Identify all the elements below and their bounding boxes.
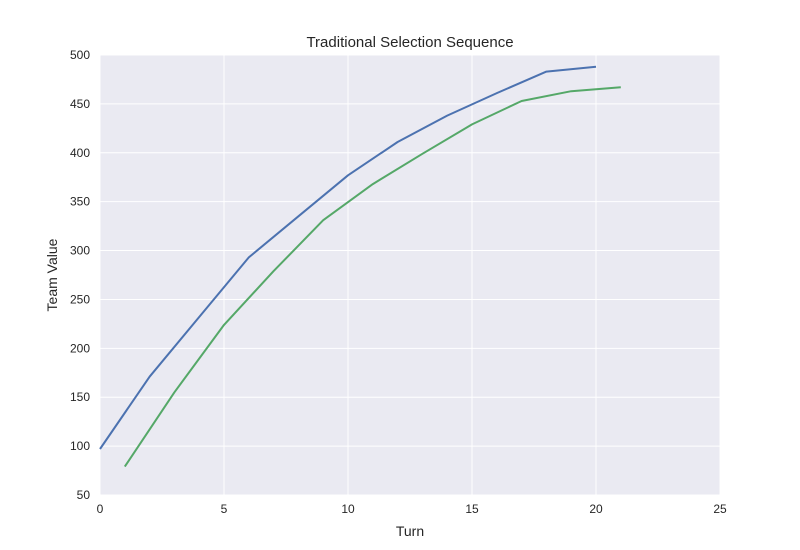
chart-title: Traditional Selection Sequence — [306, 34, 513, 51]
x-tick-label: 5 — [221, 502, 228, 516]
x-tick-label: 20 — [589, 502, 603, 516]
x-tick-label: 0 — [97, 502, 104, 516]
y-tick-label: 150 — [70, 390, 90, 404]
grid-lines — [99, 54, 721, 496]
x-tick-label: 25 — [713, 502, 727, 516]
y-tick-label: 450 — [70, 97, 90, 111]
x-tick-label: 10 — [341, 502, 355, 516]
y-tick-label: 100 — [70, 439, 90, 453]
series-layer — [99, 65, 621, 468]
y-tick-label: 500 — [70, 48, 90, 62]
x-axis-label: Turn — [396, 523, 424, 539]
y-tick-label: 400 — [70, 146, 90, 160]
plot-area — [100, 55, 720, 495]
tick-labels: 0 5 10 15 20 25 50 100 150 200 250 300 350 400 450 500 — [70, 48, 727, 516]
y-tick-label: 300 — [70, 244, 90, 258]
series-line-1 — [99, 65, 597, 450]
series-line-2 — [123, 86, 621, 468]
x-tick-label: 15 — [465, 502, 479, 516]
y-tick-label: 250 — [70, 292, 90, 306]
y-tick-label: 50 — [77, 488, 91, 502]
y-axis-label: Team Value — [44, 238, 60, 311]
y-tick-label: 350 — [70, 195, 90, 209]
y-tick-label: 200 — [70, 341, 90, 355]
